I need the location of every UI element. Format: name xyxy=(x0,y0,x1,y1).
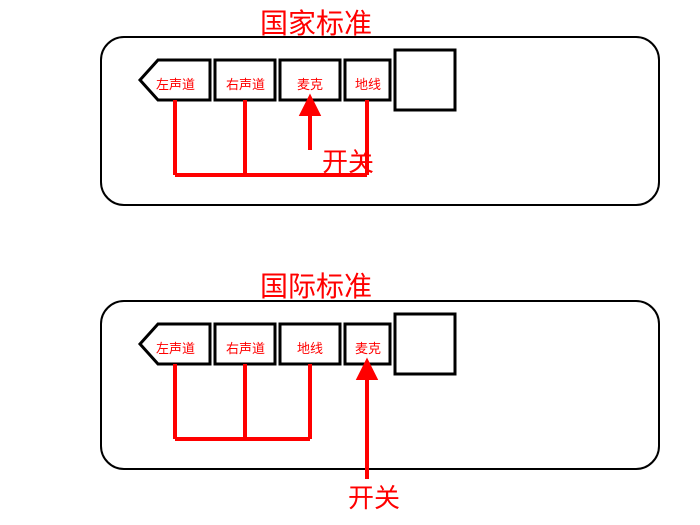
title-international: 国际标准 xyxy=(260,265,372,305)
seg-label-international-0: 左声道 xyxy=(156,338,195,357)
seg-label-international-3: 麦克 xyxy=(355,338,381,357)
seg-label-international-1: 右声道 xyxy=(226,338,265,357)
switch-arrow-national xyxy=(302,98,318,150)
seg-label-national-2: 麦克 xyxy=(297,74,323,93)
jack-base xyxy=(395,314,455,374)
seg-label-national-1: 右声道 xyxy=(226,74,265,93)
seg-label-international-2: 地线 xyxy=(297,338,323,357)
switch-label-national: 开关 xyxy=(322,142,374,179)
switch-label-international: 开关 xyxy=(348,478,400,515)
seg-label-national-3: 地线 xyxy=(355,74,381,93)
switch-arrow-international xyxy=(359,362,375,479)
seg-label-national-0: 左声道 xyxy=(156,74,195,93)
bracket-international xyxy=(175,364,310,439)
jack-base xyxy=(395,50,455,110)
